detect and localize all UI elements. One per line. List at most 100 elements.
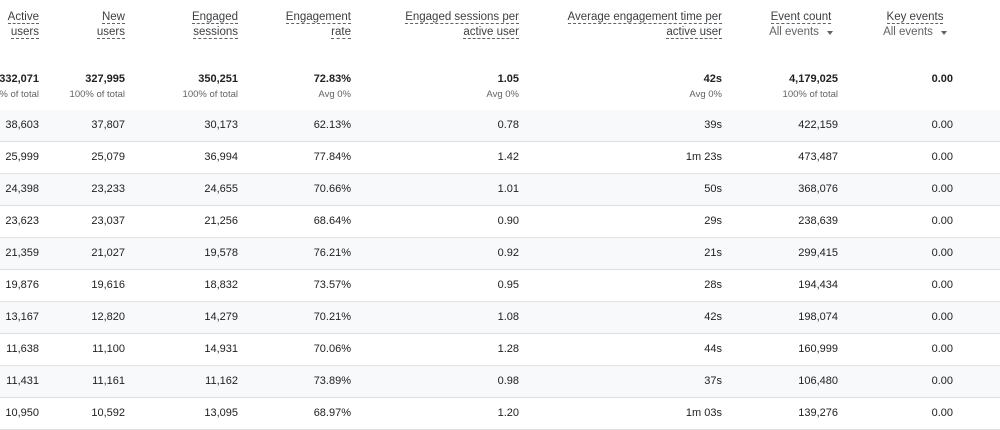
key-events-dropdown[interactable]: All events (883, 25, 947, 40)
cell-key-events: 0.00 (931, 119, 953, 131)
table-row[interactable]: 13,167 12,820 14,279 70.21% 1.08 42s 198,074 0.… (0, 302, 1000, 334)
cell-new-users: 21,027 (91, 247, 125, 259)
cell-active-users: 25,999 (5, 151, 39, 163)
cell-active-users: 13,167 (5, 311, 39, 323)
cell-engaged-sessions: 14,279 (204, 311, 238, 323)
cell-event-count: 139,276 (798, 407, 838, 419)
cell-engaged-sessions-per-user: 1.28 (497, 343, 519, 355)
table-row[interactable]: 11,638 11,100 14,931 70.06% 1.28 44s 160,999 0.… (0, 334, 1000, 366)
cell-avg-engagement-time: 29s (704, 215, 722, 227)
table-row[interactable]: 19,876 19,616 18,832 73.57% 0.95 28s 194,434 0.… (0, 270, 1000, 302)
cell-engaged-sessions-per-user: 0.78 (497, 119, 519, 131)
cell-event-count: 194,434 (798, 279, 838, 291)
cell-engagement-rate: 70.21% (313, 311, 351, 323)
header-key-events[interactable]: Key events All events (870, 10, 960, 40)
caret-down-icon (826, 30, 833, 35)
table-row[interactable]: 10,950 10,592 13,095 68.97% 1.20 1m 03s 139,27… (0, 398, 1000, 430)
cell-avg-engagement-time: 1m 03s (685, 407, 722, 419)
dropdown-value: All events (769, 26, 819, 38)
cell-engaged-sessions: 24,655 (204, 183, 238, 195)
total-new-users: 327,995 100% of total (70, 70, 125, 102)
total-value: 0.00 (931, 73, 953, 85)
cell-engaged-sessions: 36,994 (204, 151, 238, 163)
header-engaged-sessions[interactable]: Engaged sessions (191, 10, 238, 40)
total-value: 327,995 (85, 73, 125, 85)
table-row[interactable]: 21,359 21,027 19,578 76.21% 0.92 21s 299,415 0.… (0, 238, 1000, 270)
cell-event-count: 238,639 (798, 215, 838, 227)
header-engaged-sessions-per-user[interactable]: Engaged sessions per active user (405, 10, 519, 40)
total-engaged-sessions: 350,251 100% of total (183, 70, 238, 102)
cell-engaged-sessions: 13,095 (204, 407, 238, 419)
cell-key-events: 0.00 (931, 247, 953, 259)
cell-avg-engagement-time: 42s (704, 311, 722, 323)
cell-new-users: 37,807 (91, 119, 125, 131)
cell-new-users: 23,233 (91, 183, 125, 195)
total-value: 42s (703, 73, 722, 85)
cell-avg-engagement-time: 28s (704, 279, 722, 291)
cell-event-count: 299,415 (798, 247, 838, 259)
header-title-line: active user (666, 26, 722, 39)
totals-row: 332,071 % of total 327,995 100% of total… (0, 70, 1000, 111)
total-sub: % of total (0, 89, 39, 100)
header-title-line: Engagement (285, 11, 351, 24)
header-title-line: Average engagement time per (567, 11, 722, 24)
cell-active-users: 23,623 (5, 215, 39, 227)
cell-new-users: 12,820 (91, 311, 125, 323)
table-row[interactable]: 38,603 37,807 30,173 62.13% 0.78 39s 422,159 0.… (0, 110, 1000, 142)
event-count-dropdown[interactable]: All events (769, 25, 833, 40)
header-title-line: rate (331, 26, 351, 39)
total-engaged-sessions-per-user: 1.05 Avg 0% (486, 70, 519, 102)
header-new-users[interactable]: New users (96, 10, 125, 40)
total-value: 332,071 (0, 73, 39, 85)
table-row[interactable]: 23,623 23,037 21,256 68.64% 0.90 29s 238,639 0.… (0, 206, 1000, 238)
header-title-line: Engaged sessions per (405, 11, 519, 24)
cell-engaged-sessions-per-user: 0.98 (497, 375, 519, 387)
header-title-line: users (96, 26, 125, 39)
cell-engaged-sessions-per-user: 1.42 (497, 151, 519, 163)
header-title-line: New (101, 11, 125, 24)
cell-new-users: 11,100 (92, 343, 125, 355)
cell-active-users: 11,638 (6, 343, 39, 355)
table-row[interactable]: 25,999 25,079 36,994 77.84% 1.42 1m 23s 473,48… (0, 142, 1000, 174)
cell-event-count: 198,074 (798, 311, 838, 323)
cell-event-count: 106,480 (798, 375, 838, 387)
total-sub: Avg 0% (318, 89, 351, 100)
total-value: 4,179,025 (789, 73, 838, 85)
cell-active-users: 38,603 (5, 119, 39, 131)
header-event-count[interactable]: Event count All events (756, 10, 846, 40)
header-title: Key events (886, 11, 944, 24)
cell-engagement-rate: 70.66% (313, 183, 351, 195)
header-title-line: active user (463, 26, 519, 39)
total-engagement-rate: 72.83% Avg 0% (314, 70, 351, 102)
cell-engagement-rate: 68.64% (313, 215, 351, 227)
header-avg-engagement-time[interactable]: Average engagement time per active user (567, 10, 722, 40)
cell-avg-engagement-time: 44s (704, 343, 722, 355)
total-sub: 100% of total (182, 89, 238, 100)
header-title-line: Active (7, 11, 39, 24)
header-engagement-rate[interactable]: Engagement rate (285, 10, 351, 40)
cell-new-users: 25,079 (91, 151, 125, 163)
cell-engagement-rate: 62.13% (313, 119, 351, 131)
cell-avg-engagement-time: 39s (704, 119, 722, 131)
cell-new-users: 11,161 (92, 375, 125, 387)
cell-event-count: 473,487 (798, 151, 838, 163)
cell-engaged-sessions-per-user: 1.01 (497, 183, 519, 195)
total-value: 72.83% (313, 73, 351, 85)
cell-engaged-sessions: 21,256 (204, 215, 238, 227)
cell-engaged-sessions-per-user: 1.08 (497, 311, 519, 323)
cell-event-count: 160,999 (798, 343, 838, 355)
table-row[interactable]: 11,431 11,161 11,162 73.89% 0.98 37s 106,480 0.… (0, 366, 1000, 398)
total-active-users: 332,071 % of total (0, 70, 39, 102)
table-header: Active users New users Engaged sessions … (0, 0, 1000, 62)
table-row[interactable]: 24,398 23,233 24,655 70.66% 1.01 50s 368,076 0.… (0, 174, 1000, 206)
cell-active-users: 10,950 (5, 407, 39, 419)
total-sub: 100% of total (69, 89, 125, 100)
total-value: 1.05 (497, 73, 519, 85)
cell-engagement-rate: 73.89% (313, 375, 351, 387)
cell-active-users: 21,359 (5, 247, 39, 259)
cell-active-users: 11,431 (6, 375, 39, 387)
cell-engaged-sessions-per-user: 0.92 (497, 247, 519, 259)
header-active-users[interactable]: Active users (7, 10, 39, 40)
total-sub: Avg 0% (486, 89, 519, 100)
total-value: 350,251 (198, 73, 238, 85)
